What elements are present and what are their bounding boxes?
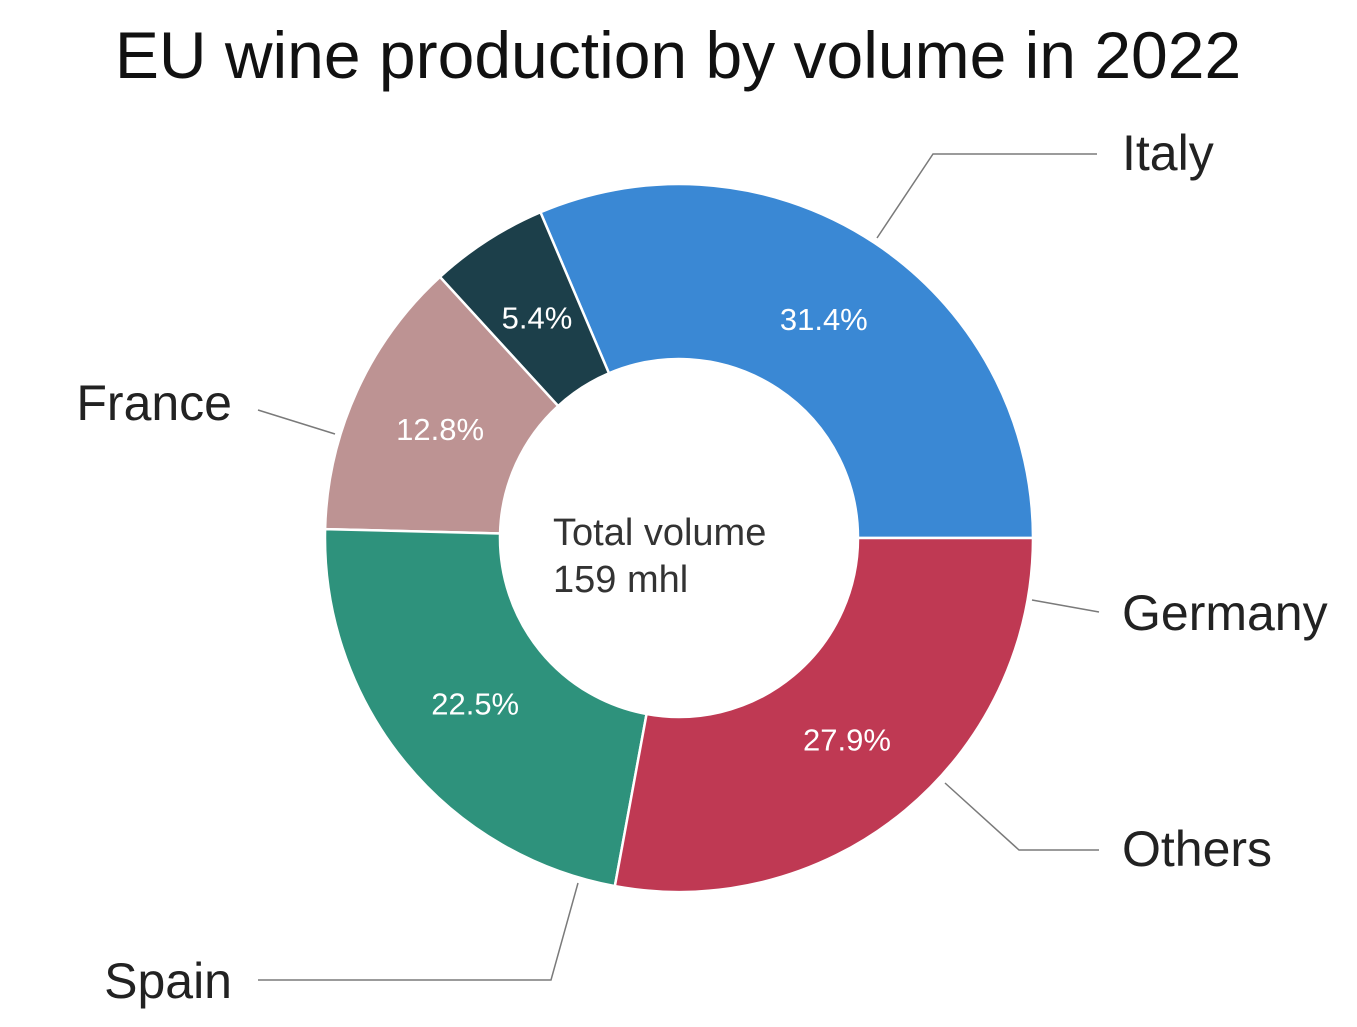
category-label-italy: Italy	[1122, 125, 1214, 181]
leader-line-france	[257, 409, 336, 435]
slice-others	[323, 275, 560, 535]
leader-line-others	[944, 782, 1099, 851]
category-label-germany: Germany	[1122, 585, 1328, 641]
category-label-spain: Spain	[104, 953, 232, 1009]
leader-line-germany	[1031, 599, 1100, 613]
slices-layer	[323, 182, 1035, 894]
leader-lines	[257, 153, 1100, 981]
pct-label-italy: 31.4%	[780, 302, 868, 337]
pct-label-spain: 22.5%	[431, 686, 519, 721]
slice-italy	[538, 182, 1035, 540]
center-label-line2: 159 mhl	[553, 559, 688, 601]
labels-layer: 31.4% Italy 5.4% Germany 12.8% Others 22.5% Spa…	[76, 125, 1327, 1009]
category-label-others: Others	[1122, 821, 1272, 877]
leader-line-italy	[876, 153, 1097, 239]
leader-line-spain	[258, 882, 579, 981]
slice-spain	[323, 527, 649, 888]
pct-label-others: 12.8%	[396, 412, 484, 447]
slice-france	[613, 536, 1035, 894]
category-label-france: France	[76, 375, 232, 431]
center-label-line1: Total volume	[553, 512, 766, 554]
pct-label-germany: 5.4%	[502, 300, 573, 335]
chart-title: EU wine production by volume in 2022	[115, 18, 1241, 92]
pct-label-france: 27.9%	[803, 723, 891, 758]
